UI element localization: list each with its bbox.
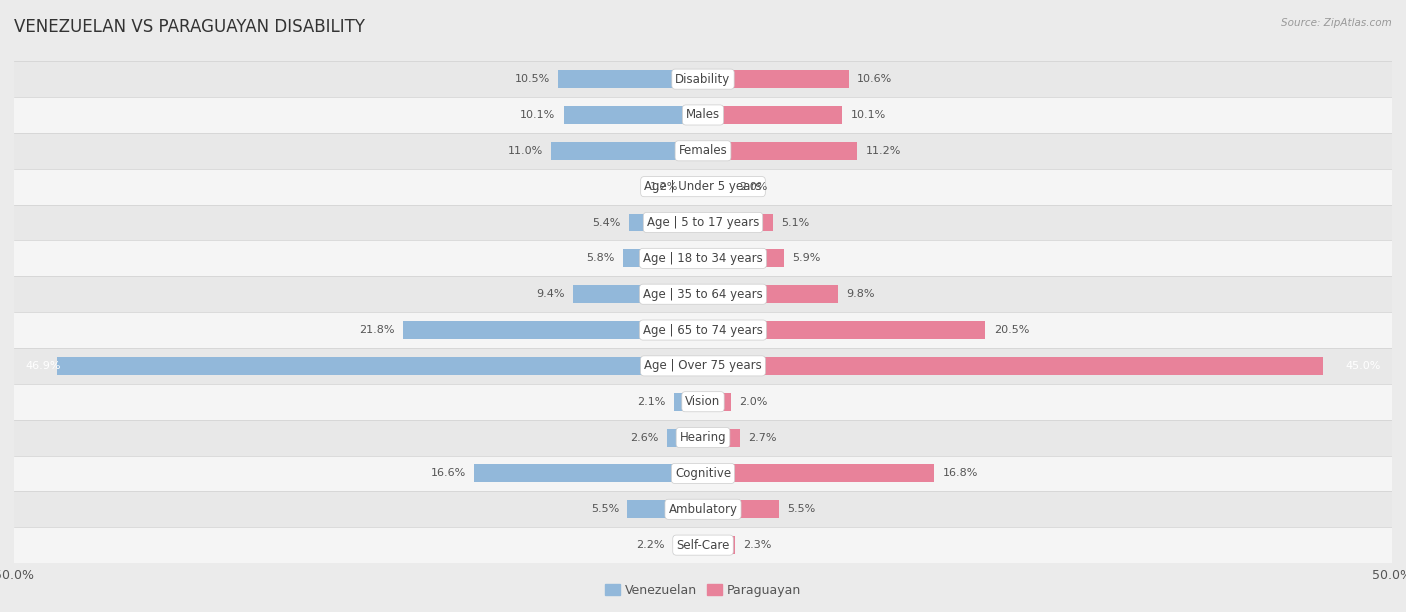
Text: 2.0%: 2.0%: [738, 182, 768, 192]
Bar: [551, 142, 703, 160]
Bar: [14, 348, 1392, 384]
Bar: [402, 321, 703, 339]
Text: Age | 18 to 34 years: Age | 18 to 34 years: [643, 252, 763, 265]
Text: Males: Males: [686, 108, 720, 121]
Bar: [14, 276, 1392, 312]
Bar: [14, 455, 1392, 491]
Bar: [703, 142, 858, 160]
Bar: [703, 393, 731, 411]
Bar: [14, 169, 1392, 204]
Bar: [627, 501, 703, 518]
Bar: [686, 177, 703, 196]
Text: Disability: Disability: [675, 73, 731, 86]
Text: Age | Under 5 years: Age | Under 5 years: [644, 180, 762, 193]
Bar: [703, 250, 785, 267]
Text: 5.8%: 5.8%: [586, 253, 614, 263]
Text: 5.1%: 5.1%: [782, 217, 810, 228]
Text: Source: ZipAtlas.com: Source: ZipAtlas.com: [1281, 18, 1392, 28]
Bar: [703, 536, 735, 554]
Bar: [14, 527, 1392, 563]
Bar: [14, 384, 1392, 420]
Bar: [14, 204, 1392, 241]
Text: 16.8%: 16.8%: [943, 468, 979, 479]
Bar: [14, 491, 1392, 527]
Text: 5.5%: 5.5%: [591, 504, 619, 514]
Bar: [703, 501, 779, 518]
Text: 16.6%: 16.6%: [430, 468, 465, 479]
Text: 5.5%: 5.5%: [787, 504, 815, 514]
Bar: [703, 214, 773, 231]
Text: 11.2%: 11.2%: [866, 146, 901, 156]
Text: 9.4%: 9.4%: [537, 289, 565, 299]
Bar: [14, 61, 1392, 97]
Text: 2.2%: 2.2%: [636, 540, 665, 550]
Text: Ambulatory: Ambulatory: [668, 503, 738, 516]
Bar: [703, 321, 986, 339]
Text: Age | 35 to 64 years: Age | 35 to 64 years: [643, 288, 763, 300]
Text: Age | Over 75 years: Age | Over 75 years: [644, 359, 762, 372]
Bar: [14, 133, 1392, 169]
Text: 2.7%: 2.7%: [748, 433, 778, 442]
Text: 9.8%: 9.8%: [846, 289, 875, 299]
Text: 5.4%: 5.4%: [592, 217, 620, 228]
Bar: [14, 97, 1392, 133]
Bar: [703, 285, 838, 303]
Text: Hearing: Hearing: [679, 431, 727, 444]
Text: Age | 5 to 17 years: Age | 5 to 17 years: [647, 216, 759, 229]
Bar: [668, 428, 703, 447]
Bar: [474, 465, 703, 482]
Bar: [14, 420, 1392, 455]
Text: 2.3%: 2.3%: [742, 540, 772, 550]
Bar: [703, 428, 740, 447]
Bar: [558, 70, 703, 88]
Text: 10.5%: 10.5%: [515, 74, 550, 84]
Text: 1.2%: 1.2%: [650, 182, 678, 192]
Text: 46.9%: 46.9%: [25, 361, 60, 371]
Text: Cognitive: Cognitive: [675, 467, 731, 480]
Text: 5.9%: 5.9%: [793, 253, 821, 263]
Bar: [628, 214, 703, 231]
Text: 2.0%: 2.0%: [738, 397, 768, 407]
Text: 11.0%: 11.0%: [508, 146, 543, 156]
Text: 20.5%: 20.5%: [994, 325, 1029, 335]
Bar: [673, 393, 703, 411]
Text: Age | 65 to 74 years: Age | 65 to 74 years: [643, 324, 763, 337]
Bar: [623, 250, 703, 267]
Bar: [703, 70, 849, 88]
Text: Self-Care: Self-Care: [676, 539, 730, 551]
Text: VENEZUELAN VS PARAGUAYAN DISABILITY: VENEZUELAN VS PARAGUAYAN DISABILITY: [14, 18, 366, 36]
Bar: [564, 106, 703, 124]
Bar: [14, 312, 1392, 348]
Legend: Venezuelan, Paraguayan: Venezuelan, Paraguayan: [600, 579, 806, 602]
Bar: [672, 536, 703, 554]
Bar: [703, 465, 935, 482]
Bar: [703, 106, 842, 124]
Text: Females: Females: [679, 144, 727, 157]
Bar: [14, 241, 1392, 276]
Text: 10.1%: 10.1%: [520, 110, 555, 120]
Text: 10.6%: 10.6%: [858, 74, 893, 84]
Text: 2.6%: 2.6%: [630, 433, 659, 442]
Text: 45.0%: 45.0%: [1346, 361, 1381, 371]
Bar: [703, 357, 1323, 375]
Bar: [574, 285, 703, 303]
Bar: [703, 177, 731, 196]
Text: Vision: Vision: [685, 395, 721, 408]
Text: 21.8%: 21.8%: [359, 325, 394, 335]
Text: 10.1%: 10.1%: [851, 110, 886, 120]
Text: 2.1%: 2.1%: [637, 397, 666, 407]
Bar: [56, 357, 703, 375]
